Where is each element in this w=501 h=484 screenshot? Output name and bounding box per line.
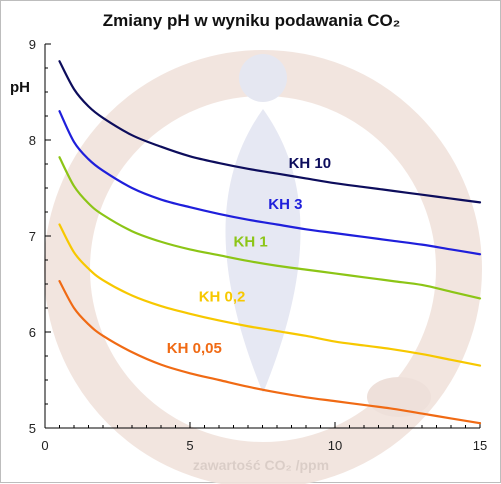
eye-watermark-icon: [44, 50, 482, 484]
series-label-4: KH 0,05: [167, 340, 222, 357]
y-tick-label: 8: [29, 133, 36, 148]
series-line-0: [58, 60, 482, 204]
x-tick-label: 5: [186, 438, 193, 453]
series-label-1: KH 3: [268, 196, 302, 213]
y-tick-label: 9: [29, 37, 36, 52]
x-tick-label: 15: [473, 438, 487, 453]
series-lines: [58, 60, 482, 425]
series-labels: KH 10 KH 3 KH 1 KH 0,2 KH 0,05: [167, 155, 331, 357]
series-label-2: KH 1: [234, 234, 268, 251]
series-label-0: KH 10: [289, 155, 332, 172]
series-line-4: [58, 280, 482, 425]
x-tick-label: 0: [41, 438, 48, 453]
chart-title: Zmiany pH w wyniku podawania CO₂: [102, 11, 401, 30]
series-label-3: KH 0,2: [199, 288, 246, 305]
series-line-2: [58, 156, 482, 300]
series-line-1: [58, 110, 482, 256]
y-axis-label: pH: [10, 79, 30, 96]
y-tick-label: 5: [29, 421, 36, 436]
x-tick-label: 10: [328, 438, 342, 453]
series-line-3: [58, 223, 482, 367]
y-tick-label: 7: [29, 229, 36, 244]
y-tick-label: 6: [29, 325, 36, 340]
